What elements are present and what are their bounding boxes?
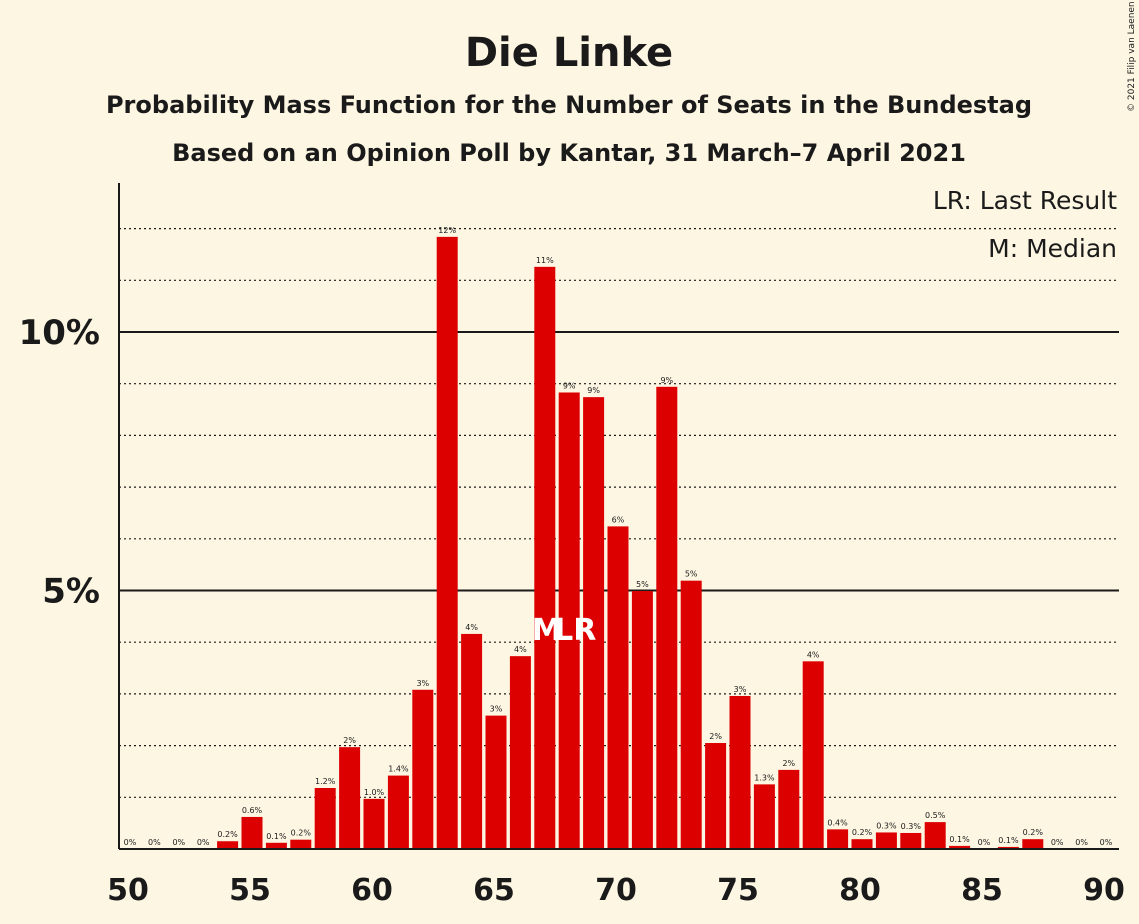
data-label-72: 5% [636,580,649,589]
chart-title: Die Linke [465,30,673,76]
x-tick-label: 75 [717,873,759,908]
data-label-75: 2% [709,732,722,741]
data-label-90: 0% [1075,838,1088,847]
bar-78 [778,769,800,849]
data-label-78: 2% [782,759,795,768]
copyright-notice: © 2021 Filip van Laenen [1127,1,1137,112]
bar-79 [802,661,824,849]
data-label-74: 5% [685,570,698,579]
data-label-68: 11% [536,256,554,265]
x-tick-label: 65 [473,873,515,908]
bar-84 [924,822,946,849]
x-tick-label: 90 [1083,873,1125,908]
data-label-83: 0.3% [901,822,922,831]
data-label-88: 0.2% [1023,828,1044,837]
data-label-79: 4% [807,650,820,659]
y-tick-label: 5% [42,572,100,612]
bar-72 [631,591,653,849]
bar-63 [412,689,434,849]
data-label-91: 0% [1100,838,1113,847]
bar-69 [558,392,580,849]
y-tick-label: 10% [19,313,100,353]
x-tick-label: 70 [595,873,637,908]
x-tick-label: 50 [107,873,149,908]
chart-subtitle-poll: Based on an Opinion Poll by Kantar, 31 M… [172,139,966,167]
data-label-54: 0% [197,838,210,847]
bar-80 [827,829,849,849]
x-tick-label: 80 [839,873,881,908]
chart-subtitle: Probability Mass Function for the Number… [106,91,1032,119]
data-label-87: 0.1% [998,836,1019,845]
data-labels: 0% 0% 0% 0% 0.2% 0.6% 0.1% 0.2% 1.2% 2% 1.0% 1.4% 3%… [124,226,1113,847]
data-label-66: 3% [490,705,503,714]
bar-64 [436,236,458,849]
legend-median: M: Median [988,234,1117,263]
bar-61 [363,798,385,849]
data-label-77: 1.3% [754,773,775,782]
data-label-56: 0.6% [242,806,263,815]
bar-81 [851,839,873,849]
data-label-63: 3% [416,679,429,688]
bar-85 [949,845,971,849]
legend-last-result: LR: Last Result [933,186,1117,215]
bar-67 [509,656,531,849]
bar-71 [607,526,629,849]
bar-66 [485,715,507,849]
bar-76 [729,695,751,849]
bar-73 [656,386,678,849]
bar-68 [534,266,556,849]
bar-87 [997,846,1019,849]
data-label-89: 0% [1051,838,1064,847]
bar-56 [241,816,263,849]
data-label-71: 6% [612,515,625,524]
y-axis-ticks: 5% 10% [19,313,100,612]
data-label-86: 0% [978,838,991,847]
data-label-82: 0.3% [876,821,897,830]
data-label-62: 1.4% [388,765,409,774]
data-label-59: 1.2% [315,777,336,786]
bar-75 [705,743,727,849]
x-tick-label: 60 [351,873,393,908]
data-label-81: 0.2% [852,828,873,837]
bar-62 [387,775,409,849]
data-label-76: 3% [734,685,747,694]
bar-74 [680,580,702,849]
data-label-69: 9% [563,381,576,390]
data-label-58: 0.2% [291,829,312,838]
data-label-85: 0.1% [949,835,970,844]
bar-77 [753,784,775,849]
bar-82 [875,832,897,849]
median-marker: M [532,613,562,648]
data-label-53: 0% [172,838,185,847]
data-label-64: 12% [438,226,456,235]
x-tick-label: 55 [229,873,271,908]
bar-65 [461,633,483,849]
median-lr-markers: MLR [532,613,596,648]
data-label-65: 4% [465,623,478,632]
last-result-marker: LR [554,613,596,648]
bar-88 [1022,839,1044,849]
bar-60 [339,747,361,849]
bars [217,236,1044,849]
bar-57 [265,842,287,849]
bar-70 [583,397,605,849]
bar-58 [290,839,312,849]
data-label-60: 2% [343,736,356,745]
x-tick-label: 85 [961,873,1003,908]
data-label-55: 0.2% [217,830,238,839]
data-label-67: 4% [514,645,527,654]
data-label-57: 0.1% [266,832,287,841]
data-label-61: 1.0% [364,788,385,797]
data-label-80: 0.4% [827,818,848,827]
data-label-84: 0.5% [925,811,946,820]
bar-55 [217,841,239,849]
data-label-73: 9% [660,376,673,385]
bar-59 [314,787,336,849]
bar-83 [900,832,922,849]
data-label-51: 0% [124,838,137,847]
x-axis-ticks: 50 55 60 65 70 75 80 85 90 [107,873,1125,908]
data-label-70: 9% [587,386,600,395]
data-label-52: 0% [148,838,161,847]
